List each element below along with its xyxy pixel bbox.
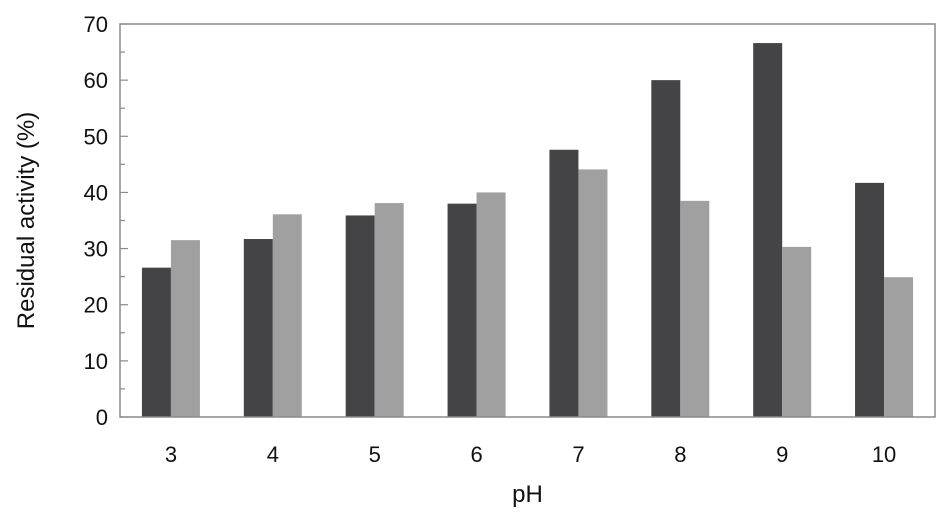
bar-series-2-ph-4 [272, 214, 302, 417]
bar-series-2-ph-6 [476, 192, 506, 417]
bar-series-2-ph-9 [782, 246, 812, 417]
y-axis-title: Residual activity (%) [13, 112, 40, 329]
bar-series-1-ph-3 [141, 267, 171, 417]
bar-series-1-ph-6 [447, 203, 477, 417]
y-tick-label: 10 [84, 349, 108, 374]
x-axis-ticks: 3 4 5 6 7 8 9 10 [165, 442, 896, 467]
plot-frame [119, 23, 936, 418]
bar-series-2-ph-7 [578, 169, 608, 417]
bar-series-2-ph-3 [170, 240, 200, 417]
x-tick-label: 7 [572, 442, 584, 467]
y-tick-label: 30 [84, 237, 108, 262]
x-tick-label: 4 [267, 442, 279, 467]
x-tick-label: 3 [165, 442, 177, 467]
x-tick-label: 6 [470, 442, 482, 467]
bar-series-1-ph-7 [549, 149, 579, 417]
bar-series-1-ph-10 [855, 182, 885, 417]
bar-series-1-ph-8 [651, 80, 681, 418]
x-tick-label: 8 [674, 442, 686, 467]
x-axis-title: pH [512, 481, 543, 508]
y-tick-label: 70 [84, 12, 108, 37]
bar-series-2-ph-8 [680, 200, 710, 417]
bar-series-2-ph-10 [884, 277, 914, 417]
bar-series-1-ph-9 [753, 43, 783, 418]
y-tick-label: 60 [84, 68, 108, 93]
y-tick-label: 0 [96, 405, 108, 430]
y-tick-label: 50 [84, 124, 108, 149]
bar-series-1-ph-4 [243, 239, 273, 417]
bar-series-2-ph-5 [374, 203, 404, 417]
x-tick-label: 10 [872, 442, 896, 467]
bars-group [141, 43, 914, 418]
x-tick-label: 5 [369, 442, 381, 467]
y-tick-label: 40 [84, 180, 108, 205]
x-tick-label: 9 [776, 442, 788, 467]
y-axis-ticks: 0 10 20 30 40 50 60 70 [84, 12, 128, 430]
y-tick-label: 20 [84, 293, 108, 318]
bar-series-1-ph-5 [345, 215, 375, 417]
